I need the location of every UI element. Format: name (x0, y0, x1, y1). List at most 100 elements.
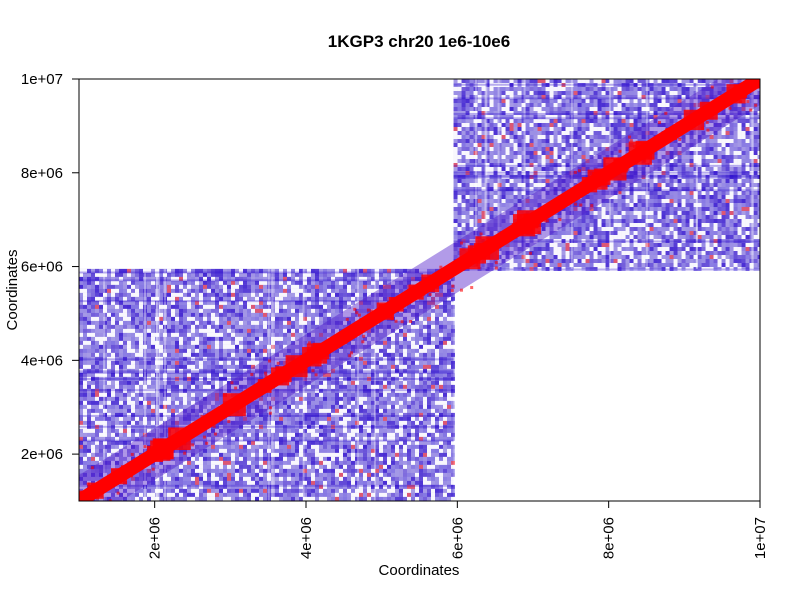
heat-cell (403, 428, 407, 433)
heat-cell (171, 420, 175, 425)
heat-cell (187, 308, 191, 313)
heat-cell (79, 436, 83, 441)
heat-cell (331, 360, 335, 365)
heat-cell (95, 432, 99, 437)
heat-cell (355, 304, 359, 309)
heat-cell (215, 348, 219, 353)
heat-cell (227, 368, 231, 373)
heat-cell (415, 384, 419, 389)
heat-cell (147, 408, 151, 413)
heat-cell (207, 468, 211, 473)
heat-cell (215, 468, 219, 473)
heat-cell (367, 404, 371, 409)
heat-cell (391, 420, 395, 425)
heat-cell (115, 368, 119, 373)
heat-cell (407, 352, 411, 357)
heat-cell (395, 344, 399, 349)
heat-cell (103, 416, 107, 421)
heat-cell (235, 380, 239, 385)
heat-cell (299, 284, 303, 289)
heat-cell (107, 332, 111, 337)
heat-cell (391, 344, 395, 349)
heat-cell (143, 416, 147, 421)
heat-cell (443, 424, 447, 429)
heat-cell (399, 268, 403, 273)
heat-cell (371, 388, 375, 393)
heat-cell (419, 384, 423, 389)
heat-cell (347, 364, 351, 369)
heat-cell (399, 324, 403, 329)
heat-cell (427, 376, 431, 381)
heat-cell (307, 464, 311, 469)
heat-cell (431, 304, 435, 309)
heat-cell (443, 316, 447, 321)
heat-cell (447, 448, 451, 453)
heat-cell (263, 292, 267, 297)
heat-cell (155, 348, 159, 353)
heat-cell (287, 304, 291, 309)
heat-cell (119, 412, 123, 417)
heat-cell (231, 364, 235, 369)
heat-cell (431, 384, 435, 389)
heat-cell (275, 452, 279, 457)
heat-cell (331, 456, 335, 461)
heat-cell (191, 412, 195, 417)
heat-cell (227, 352, 231, 357)
heat-cell (415, 336, 419, 341)
heat-cell (427, 396, 431, 401)
heat-cell (395, 380, 399, 385)
heat-cell (267, 400, 271, 405)
heat-cell (115, 372, 119, 377)
heat-cell (99, 344, 103, 349)
heat-cell (275, 268, 279, 273)
heat-cell (391, 396, 395, 401)
heat-cell (187, 312, 191, 317)
heat-cell (203, 392, 207, 397)
heat-cell (123, 316, 127, 321)
heat-cell (415, 380, 419, 385)
heat-cell (175, 324, 179, 329)
heat-cell (403, 364, 407, 369)
heat-cell (427, 392, 431, 397)
heat-cell (355, 368, 359, 373)
heat-cell (111, 308, 115, 313)
heat-cell (115, 328, 119, 333)
heat-cell (127, 376, 131, 381)
heat-cell (139, 360, 143, 365)
heat-cell (251, 448, 255, 453)
heat-cell (167, 292, 171, 297)
heat-cell (207, 460, 211, 465)
heat-cell (319, 372, 323, 377)
heat-cell (263, 304, 267, 309)
heat-cell (239, 364, 243, 369)
heat-cell (295, 376, 299, 381)
heat-cell (107, 312, 111, 317)
heat-cell (227, 464, 231, 469)
heat-cell (131, 388, 135, 393)
heat-cell (199, 472, 203, 477)
heat-cell (103, 308, 107, 313)
heat-cell (247, 320, 251, 325)
heat-cell (431, 424, 435, 429)
heat-cell (299, 384, 303, 389)
heat-cell (443, 396, 447, 401)
heat-cell (107, 292, 111, 297)
heat-cell (151, 328, 155, 333)
heat-cell (275, 384, 279, 389)
heat-cell (131, 420, 135, 425)
heat-cell (267, 348, 271, 353)
heat-cell (387, 464, 391, 469)
heat-cell (219, 272, 223, 277)
heat-cell (311, 316, 315, 321)
heat-cell (139, 416, 143, 421)
heat-cell (147, 328, 151, 333)
heat-cell (363, 424, 367, 429)
heat-cell (291, 376, 295, 381)
heat-cell (127, 276, 131, 281)
heat-cell (427, 296, 431, 301)
heat-cell (295, 288, 299, 293)
heat-cell (103, 412, 107, 417)
heat-cell (159, 420, 163, 425)
heat-cell (295, 268, 299, 273)
heat-cell (223, 380, 227, 385)
